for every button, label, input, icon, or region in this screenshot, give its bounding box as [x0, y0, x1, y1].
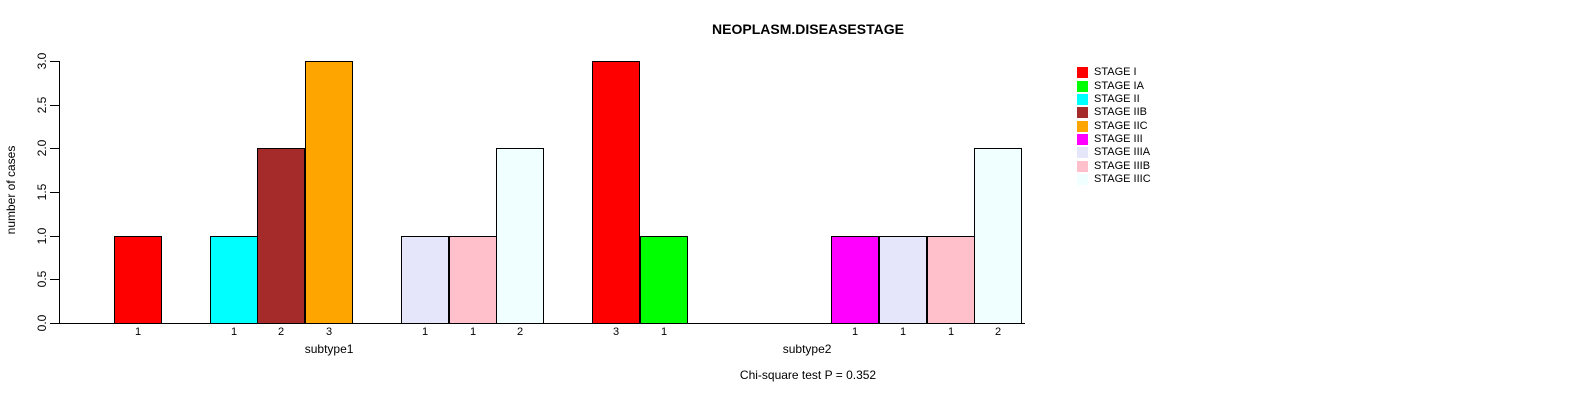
bar-label: 3	[612, 326, 620, 338]
y-axis-title: number of cases	[4, 145, 18, 235]
bar	[305, 61, 353, 324]
y-tick	[50, 148, 60, 149]
bar-label: 2	[277, 326, 285, 338]
bar	[210, 236, 258, 324]
legend-label: STAGE IIIA	[1094, 146, 1151, 159]
y-tick-label: 1.5	[35, 183, 49, 201]
legend-entry: STAGE IIIB	[1077, 159, 1151, 172]
bar-label: 1	[660, 326, 668, 338]
legend-entry: STAGE IIIC	[1077, 173, 1151, 186]
bar-label: 1	[469, 326, 477, 338]
bar-label: 1	[421, 326, 429, 338]
bar-label: 1	[947, 326, 955, 338]
bar	[114, 236, 162, 324]
y-tick-label: 3.0	[35, 52, 49, 70]
legend-swatch	[1077, 120, 1088, 132]
legend-entry: STAGE IA	[1077, 79, 1151, 92]
bar	[401, 236, 449, 324]
legend-swatch	[1077, 67, 1088, 79]
legend-entry: STAGE IIIA	[1077, 146, 1151, 159]
bar	[592, 61, 640, 324]
legend-label: STAGE IIIC	[1094, 172, 1151, 185]
group-label: subtype1	[304, 342, 354, 356]
legend-entry: STAGE III	[1077, 133, 1151, 146]
y-tick-label: 2.5	[35, 96, 49, 114]
chi-square-annotation: Chi-square test P = 0.352	[739, 368, 877, 382]
y-tick	[50, 61, 60, 62]
legend-entry: STAGE I	[1077, 66, 1151, 79]
y-tick-label: 0.0	[35, 314, 49, 332]
legend-swatch	[1077, 80, 1088, 92]
legend-entry: STAGE IIB	[1077, 106, 1151, 119]
bar	[831, 236, 879, 324]
group-label: subtype2	[782, 342, 832, 356]
bar	[449, 236, 497, 324]
legend-swatch	[1077, 173, 1088, 185]
legend-label: STAGE I	[1094, 66, 1137, 79]
y-tick	[50, 279, 60, 280]
bar	[927, 236, 975, 324]
bar-label: 3	[325, 326, 333, 338]
legend-swatch	[1077, 133, 1088, 145]
bar-label: 1	[899, 326, 907, 338]
bar	[974, 148, 1022, 324]
bar	[640, 236, 688, 324]
legend-label: STAGE IIB	[1094, 106, 1147, 119]
bar-label: 1	[851, 326, 859, 338]
y-tick-label: 0.5	[35, 270, 49, 288]
chart-title: NEOPLASM.DISEASESTAGE	[712, 21, 904, 37]
legend-swatch	[1077, 147, 1088, 159]
legend-swatch	[1077, 93, 1088, 105]
y-tick	[50, 236, 60, 237]
y-tick-label: 1.0	[35, 227, 49, 245]
legend-swatch	[1077, 107, 1088, 119]
y-tick	[50, 323, 60, 324]
bar-label: 2	[994, 326, 1002, 338]
bar-label: 1	[230, 326, 238, 338]
y-tick	[50, 192, 60, 193]
y-tick-label: 2.0	[35, 139, 49, 157]
legend-label: STAGE IIIB	[1094, 159, 1151, 172]
bar	[257, 148, 305, 324]
legend-label: STAGE III	[1094, 132, 1143, 145]
bar	[879, 236, 927, 324]
legend-label: STAGE IA	[1094, 79, 1144, 92]
bar-label: 1	[134, 326, 142, 338]
legend-swatch	[1077, 160, 1088, 172]
bar	[496, 148, 544, 324]
legend-entry: STAGE IIC	[1077, 119, 1151, 132]
legend-entry: STAGE II	[1077, 93, 1151, 106]
legend-label: STAGE IIC	[1094, 119, 1148, 132]
bar-label: 2	[516, 326, 524, 338]
legend-label: STAGE II	[1094, 92, 1140, 105]
y-tick	[50, 105, 60, 106]
legend: STAGE I STAGE IA STAGE II STAGE IIB STAGE II…	[1077, 66, 1151, 186]
